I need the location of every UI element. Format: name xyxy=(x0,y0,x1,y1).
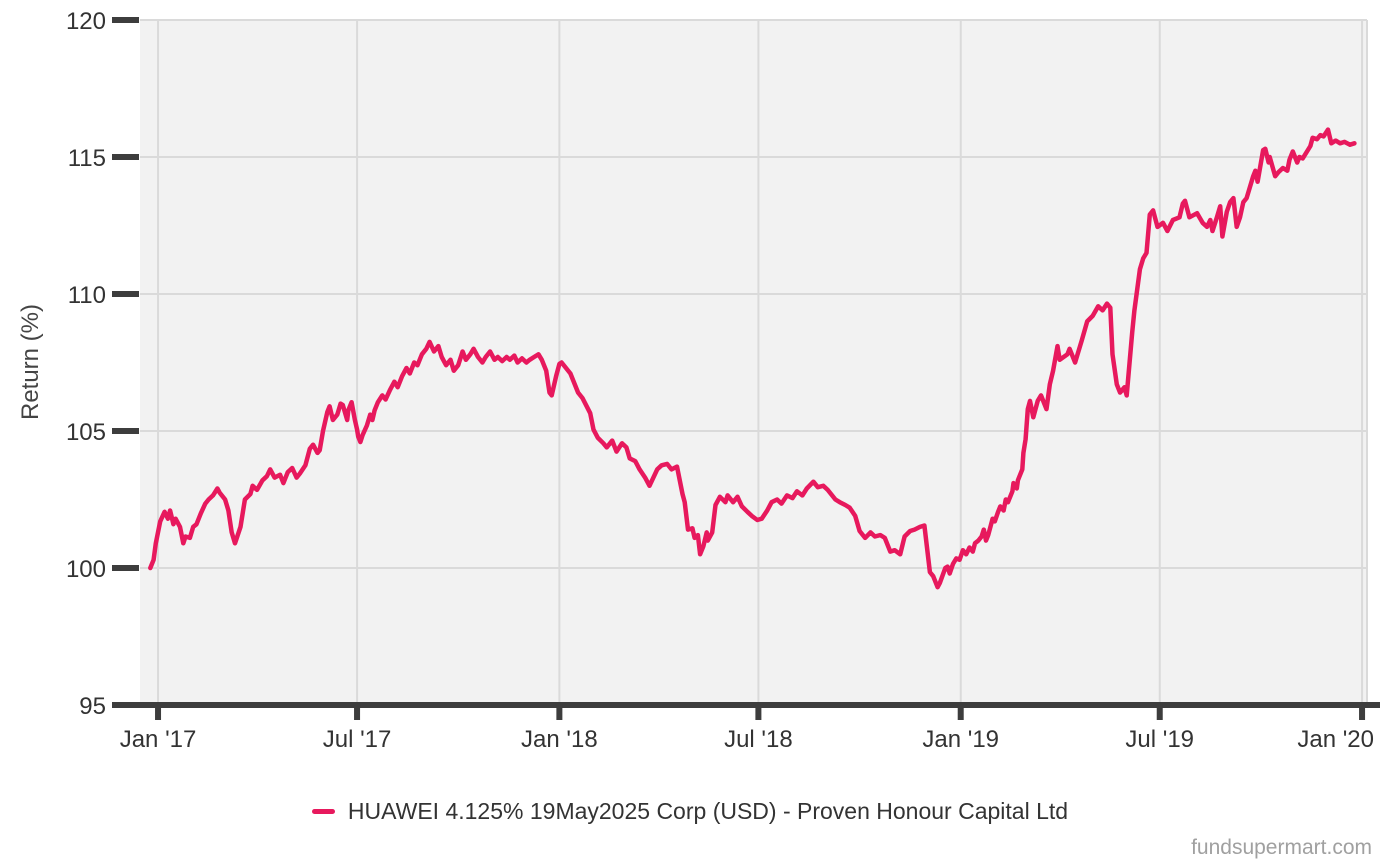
y-tick xyxy=(112,702,139,708)
x-tick-label: Jul '17 xyxy=(323,726,392,753)
x-tick xyxy=(957,705,964,720)
y-tick-label: 100 xyxy=(66,556,106,583)
y-tick-label: 110 xyxy=(68,282,106,309)
x-tick-label: Jul '18 xyxy=(724,726,793,753)
y-axis-title: Return (%) xyxy=(17,304,44,420)
y-tick xyxy=(112,291,139,297)
x-tick-label: Jul '19 xyxy=(1125,726,1194,753)
y-tick xyxy=(112,565,139,571)
series-line xyxy=(148,127,1357,590)
y-tick-label: 115 xyxy=(68,145,106,172)
plot-background xyxy=(140,20,1367,705)
x-tick-label: Jan '17 xyxy=(120,726,197,753)
legend[interactable]: HUAWEI 4.125% 19May2025 Corp (USD) - Pro… xyxy=(0,790,1380,832)
x-tick xyxy=(354,705,361,720)
x-tick xyxy=(755,705,762,720)
y-tick xyxy=(112,154,139,160)
y-tick-label: 105 xyxy=(66,419,106,446)
x-tick xyxy=(155,705,162,720)
legend-series-marker xyxy=(311,808,335,814)
y-tick-label: 120 xyxy=(66,8,106,35)
x-tick-label: Jan '18 xyxy=(521,726,598,753)
y-tick-label: 95 xyxy=(79,693,106,720)
x-tick xyxy=(1156,705,1163,720)
x-tick-label: Jan '20 xyxy=(1297,726,1374,753)
y-tick xyxy=(112,428,139,434)
legend-series-label: HUAWEI 4.125% 19May2025 Corp (USD) - Pro… xyxy=(347,797,1069,824)
x-axis-line xyxy=(112,702,1380,708)
watermark: fundsupermart.com xyxy=(1191,836,1372,859)
x-tick-label: Jan '19 xyxy=(922,726,999,753)
x-tick xyxy=(1359,705,1366,720)
x-tick xyxy=(556,705,563,720)
y-tick xyxy=(112,17,139,23)
